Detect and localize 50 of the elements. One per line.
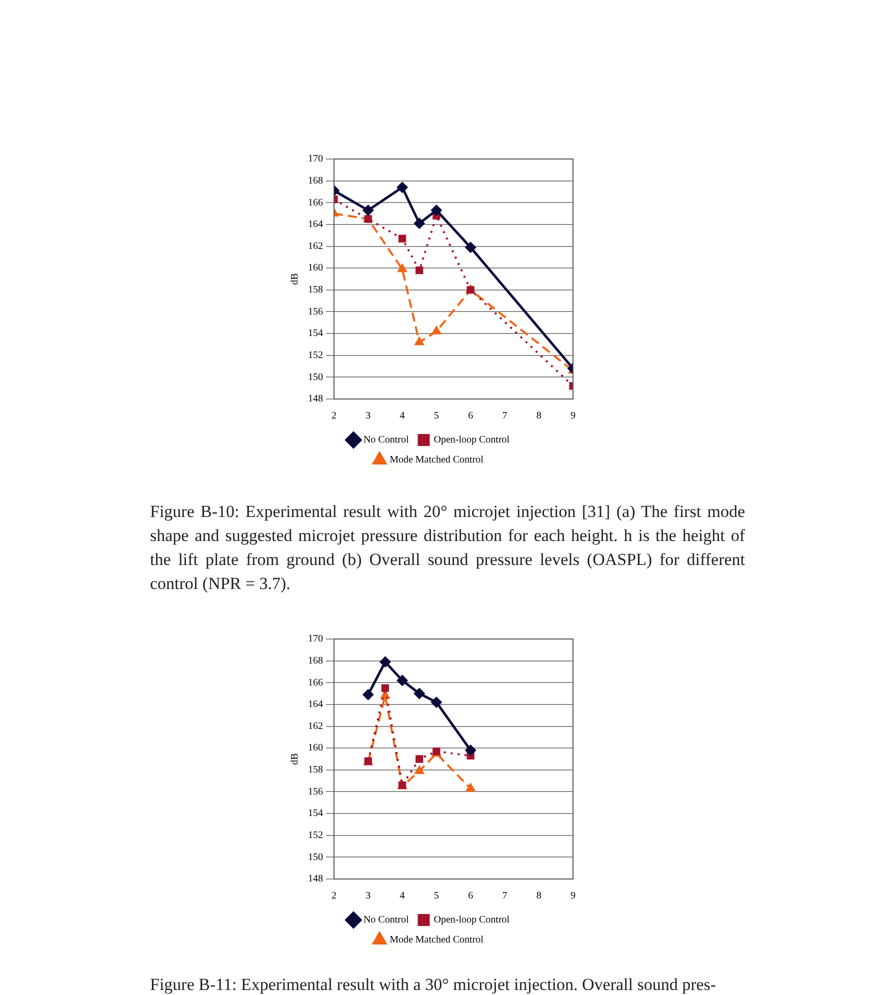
x-tick-label: 5	[434, 410, 439, 422]
x-tick-label: 4	[400, 890, 405, 902]
y-tick-label: 156	[308, 786, 323, 798]
x-tick-label: 7	[502, 890, 508, 902]
legend-label: Open-loop Control	[434, 434, 510, 446]
y-tick-label: 148	[308, 394, 323, 405]
y-tick-label: 170	[308, 154, 323, 165]
x-tick-label: 7	[502, 410, 508, 422]
x-tick-label: 6	[468, 890, 474, 902]
legend-label: No Control	[363, 914, 409, 926]
y-tick-label: 166	[308, 197, 323, 208]
legend-label: Open-loop Control	[434, 914, 510, 926]
text: Figure B-11: Experimental result with a 30° microjet injection. Overall sound pres-	[150, 974, 718, 995]
y-tick-label: 162	[308, 240, 323, 252]
x-tick-label: 3	[366, 410, 371, 422]
y-tick-label: 158	[308, 764, 323, 776]
x-tick-label: 9	[570, 890, 576, 902]
y-tick-label: 150	[308, 852, 323, 863]
y-tick-label: 166	[308, 677, 323, 688]
y-tick-label: 154	[308, 328, 323, 340]
y-tick-label: 168	[308, 175, 323, 186]
legend-label: Mode Matched Control	[390, 934, 484, 946]
x-tick-label: 5	[434, 890, 439, 902]
x-tick-label: 6	[468, 410, 474, 422]
x-tick-label: 2	[332, 410, 336, 422]
y-tick-label: 154	[308, 808, 323, 820]
y-tick-label: 162	[308, 720, 323, 732]
y-tick-label: 156	[308, 306, 323, 318]
y-tick-label: 164	[308, 219, 323, 230]
x-tick-label: 9	[570, 410, 576, 422]
y-tick-label: 160	[308, 742, 323, 754]
legend-label: No Control	[363, 434, 409, 446]
y-tick-label: 160	[308, 262, 323, 274]
legend-label: Mode Matched Control	[390, 454, 484, 466]
y-tick-label: 170	[308, 634, 323, 645]
y-tick-label: 168	[308, 655, 323, 666]
x-tick-label: 3	[366, 890, 371, 902]
y-axis-title: dB	[290, 752, 301, 765]
y-tick-label: 164	[308, 699, 323, 710]
y-tick-label: 150	[308, 372, 323, 383]
y-tick-label: 158	[308, 284, 323, 296]
y-tick-label: 152	[308, 350, 323, 361]
x-tick-label: 2	[332, 890, 336, 902]
y-tick-label: 148	[308, 874, 323, 885]
text: Figure B-10: Experimental result with 20° microjet injection [31] (a) The first mode shape and suggested microjet pressure distribution for each height. h is the height of the lift plate from ground (b) Overall sound pressure levels (OASPL) for different control (NPR = 3.7).	[150, 501, 745, 595]
x-tick-label: 8	[536, 410, 542, 422]
y-tick-label: 152	[308, 830, 323, 841]
x-tick-label: 8	[536, 890, 542, 902]
y-axis-title: dB	[290, 272, 301, 285]
x-tick-label: 4	[400, 410, 405, 422]
